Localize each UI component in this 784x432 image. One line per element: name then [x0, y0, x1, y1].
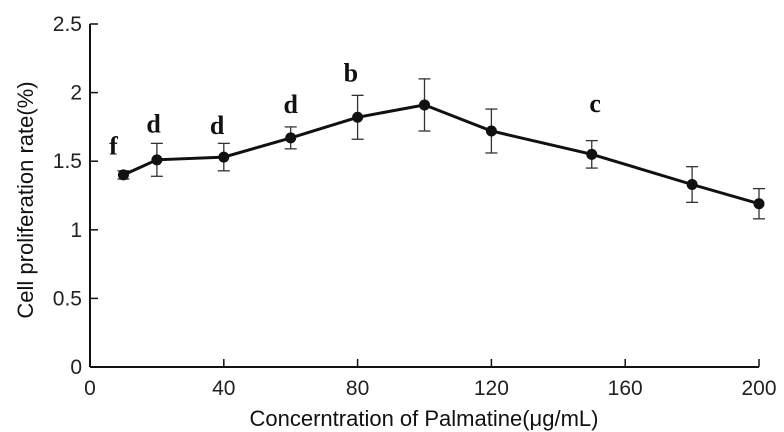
data-point-3 — [285, 132, 297, 144]
error-bars — [117, 78, 765, 220]
x-tick-label-3: 120 — [474, 377, 509, 400]
annotation-4: b — [344, 59, 358, 88]
data-point-8 — [686, 179, 698, 191]
x-axis-label: Concerntration of Palmatine(μg/mL) — [250, 406, 599, 431]
annotation-2: d — [210, 111, 225, 140]
x-tick-label-0: 0 — [84, 377, 96, 400]
y-tick-label-2: 1 — [70, 219, 82, 242]
x-tick-label-1: 40 — [212, 377, 235, 400]
annotation-5: c — [589, 89, 601, 118]
axes: 0 40 80 120 160 200 0 0.5 1 1.5 2 2.5 — [53, 13, 777, 400]
y-tick-label-3: 1.5 — [53, 150, 82, 173]
data-point-1 — [151, 154, 163, 166]
y-axis-label: Cell proliferation rate(%) — [13, 81, 38, 318]
annotation-0: f — [109, 131, 118, 160]
data-point-9 — [753, 198, 765, 210]
data-point-7 — [586, 148, 598, 160]
data-point-6 — [485, 125, 497, 137]
y-tick-label-5: 2.5 — [53, 13, 82, 36]
y-tick-label-0: 0 — [70, 356, 82, 379]
data-point-5 — [419, 99, 430, 111]
data-point-2 — [218, 151, 230, 163]
data-points — [117, 99, 765, 210]
y-tick-label-4: 2 — [70, 82, 82, 105]
data-point-0 — [117, 169, 129, 181]
series-line-group — [122, 103, 760, 206]
annotation-3: d — [283, 90, 298, 119]
data-point-4 — [352, 111, 364, 123]
x-tick-label-5: 200 — [741, 377, 776, 400]
y-tick-label-1: 0.5 — [53, 287, 82, 310]
annotation-1: d — [146, 109, 161, 138]
x-tick-label-4: 160 — [608, 377, 643, 400]
series-line — [122, 103, 760, 206]
x-tick-label-2: 80 — [346, 377, 369, 400]
